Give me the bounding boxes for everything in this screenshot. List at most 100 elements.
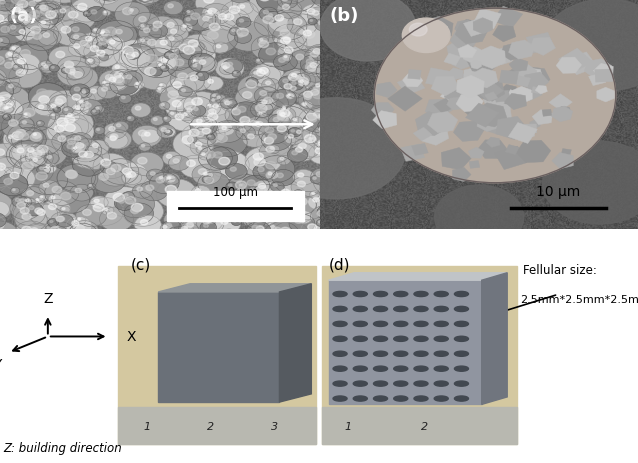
Circle shape bbox=[281, 0, 315, 12]
Circle shape bbox=[91, 46, 99, 52]
Circle shape bbox=[68, 139, 75, 145]
Circle shape bbox=[109, 78, 116, 83]
Circle shape bbox=[35, 2, 57, 18]
Polygon shape bbox=[279, 284, 311, 402]
Circle shape bbox=[22, 145, 45, 161]
Circle shape bbox=[290, 50, 318, 71]
Circle shape bbox=[311, 169, 336, 186]
Circle shape bbox=[394, 337, 408, 342]
Circle shape bbox=[151, 116, 164, 126]
Circle shape bbox=[329, 193, 334, 197]
Circle shape bbox=[327, 106, 330, 108]
Circle shape bbox=[10, 173, 19, 179]
Circle shape bbox=[100, 207, 133, 232]
Circle shape bbox=[207, 11, 212, 14]
Circle shape bbox=[353, 322, 367, 327]
Circle shape bbox=[99, 174, 108, 181]
Polygon shape bbox=[505, 94, 526, 110]
Circle shape bbox=[71, 146, 82, 154]
Circle shape bbox=[99, 30, 110, 38]
Bar bbox=[118, 407, 316, 444]
Circle shape bbox=[131, 204, 143, 212]
Circle shape bbox=[323, 139, 346, 156]
Circle shape bbox=[225, 102, 230, 106]
Circle shape bbox=[26, 145, 59, 169]
Circle shape bbox=[126, 75, 132, 80]
Circle shape bbox=[18, 148, 29, 156]
Circle shape bbox=[260, 39, 263, 42]
Circle shape bbox=[324, 153, 328, 156]
Circle shape bbox=[162, 152, 181, 166]
Circle shape bbox=[96, 108, 99, 110]
Circle shape bbox=[434, 292, 449, 297]
Circle shape bbox=[318, 88, 352, 113]
Polygon shape bbox=[425, 100, 452, 119]
Circle shape bbox=[17, 59, 26, 65]
Circle shape bbox=[258, 168, 264, 172]
Circle shape bbox=[74, 88, 80, 92]
Circle shape bbox=[191, 186, 211, 200]
Circle shape bbox=[272, 107, 296, 125]
Circle shape bbox=[306, 60, 314, 65]
Circle shape bbox=[292, 75, 297, 78]
Circle shape bbox=[29, 140, 67, 167]
Circle shape bbox=[249, 81, 252, 83]
Circle shape bbox=[70, 85, 90, 99]
Circle shape bbox=[76, 143, 84, 149]
Polygon shape bbox=[469, 161, 480, 169]
Circle shape bbox=[119, 49, 151, 71]
Circle shape bbox=[11, 145, 36, 163]
Circle shape bbox=[20, 15, 31, 23]
Polygon shape bbox=[492, 48, 514, 66]
Circle shape bbox=[24, 0, 48, 16]
Circle shape bbox=[244, 219, 254, 226]
Circle shape bbox=[237, 75, 276, 102]
Circle shape bbox=[47, 156, 52, 159]
Circle shape bbox=[256, 70, 265, 77]
Circle shape bbox=[85, 13, 87, 15]
Circle shape bbox=[24, 224, 53, 245]
Circle shape bbox=[70, 0, 103, 23]
Circle shape bbox=[67, 70, 82, 81]
Circle shape bbox=[0, 165, 9, 194]
Circle shape bbox=[258, 38, 268, 45]
Circle shape bbox=[21, 188, 46, 205]
Circle shape bbox=[454, 307, 468, 312]
Circle shape bbox=[308, 8, 330, 25]
Circle shape bbox=[117, 191, 154, 218]
Circle shape bbox=[251, 102, 273, 119]
Circle shape bbox=[133, 0, 158, 2]
Polygon shape bbox=[482, 84, 498, 96]
Circle shape bbox=[56, 52, 64, 58]
Circle shape bbox=[273, 33, 307, 57]
Circle shape bbox=[259, 142, 290, 164]
Circle shape bbox=[0, 39, 3, 43]
Circle shape bbox=[221, 99, 239, 112]
Circle shape bbox=[259, 113, 262, 115]
Circle shape bbox=[61, 27, 71, 34]
Circle shape bbox=[66, 67, 84, 80]
Circle shape bbox=[64, 109, 68, 112]
Circle shape bbox=[212, 10, 241, 31]
Circle shape bbox=[22, 227, 31, 233]
Circle shape bbox=[271, 0, 283, 1]
Circle shape bbox=[0, 24, 2, 46]
Circle shape bbox=[75, 217, 86, 225]
Circle shape bbox=[101, 81, 110, 88]
Circle shape bbox=[434, 322, 449, 327]
Circle shape bbox=[83, 210, 91, 216]
Circle shape bbox=[0, 166, 13, 188]
Circle shape bbox=[324, 103, 338, 113]
Circle shape bbox=[299, 144, 306, 149]
Circle shape bbox=[256, 132, 291, 157]
Circle shape bbox=[178, 74, 188, 81]
Polygon shape bbox=[520, 86, 542, 102]
Circle shape bbox=[333, 381, 347, 386]
Circle shape bbox=[229, 102, 232, 104]
Circle shape bbox=[216, 45, 221, 49]
Circle shape bbox=[65, 125, 75, 132]
Circle shape bbox=[4, 63, 13, 69]
Circle shape bbox=[168, 177, 170, 180]
Circle shape bbox=[272, 228, 281, 235]
Polygon shape bbox=[434, 25, 448, 36]
